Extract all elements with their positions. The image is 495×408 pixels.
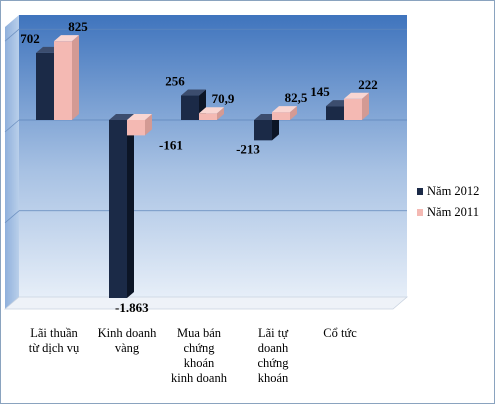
- bar-side: [72, 35, 79, 120]
- legend: Năm 2012 Năm 2011: [417, 184, 479, 219]
- bar-front: [54, 41, 72, 120]
- category-label: Lãi thuần từ dịch vụ: [29, 326, 80, 355]
- category-label-line: Kinh doanh: [98, 326, 157, 340]
- category-label-line: kinh doanh: [171, 371, 228, 385]
- bars-layer: [36, 35, 369, 298]
- bar-side: [272, 114, 279, 141]
- bar-front: [344, 98, 362, 120]
- data-label: 256: [165, 74, 185, 89]
- legend-label-2011: Năm 2011: [427, 205, 479, 219]
- data-label: 702: [20, 31, 40, 46]
- bar-2012-1: [109, 114, 134, 298]
- category-label: Kinh doanh vàng: [98, 326, 157, 355]
- category-label-line: khoán: [258, 371, 289, 385]
- category-label: Lãi tự doanh chứng khoán: [257, 326, 289, 385]
- legend-swatch-2012: [417, 188, 423, 195]
- category-label-line: Lãi thuần: [30, 326, 78, 340]
- bar-2011-3: [272, 106, 297, 120]
- bar-top: [272, 106, 297, 113]
- legend-item-2012: Năm 2012: [417, 184, 479, 198]
- category-label-line: Cổ tức: [323, 326, 357, 340]
- bar-front: [326, 106, 344, 120]
- bar-front: [254, 120, 272, 141]
- legend-swatch-2011: [417, 209, 423, 216]
- data-label: -1.863: [115, 300, 149, 315]
- bar-top: [127, 114, 152, 120]
- category-label-line: chứng: [257, 356, 289, 370]
- gridline-side: [4, 210, 20, 224]
- category-label: Cổ tức: [323, 326, 357, 340]
- category-labels: Lãi thuần từ dịch vụ Kinh doanh vàng Mua bán…: [29, 326, 357, 385]
- legend-label-2012: Năm 2012: [427, 184, 479, 198]
- data-label: -213: [236, 141, 260, 156]
- bar-front: [181, 95, 199, 120]
- gridline-side: [4, 119, 20, 133]
- bar-top: [54, 35, 79, 42]
- data-label: 82,5: [285, 90, 308, 105]
- category-label-line: Lãi tự: [258, 326, 289, 340]
- bar-side: [362, 92, 369, 120]
- bar-front: [36, 52, 54, 120]
- bar-side: [217, 107, 224, 120]
- bar-2011-1: [127, 114, 152, 136]
- plot-back-wall: [19, 15, 407, 297]
- data-label: -161: [159, 137, 183, 152]
- bar-top: [344, 92, 369, 99]
- category-label-line: Mua bán: [177, 326, 222, 340]
- bar-top: [199, 107, 224, 114]
- bar-front: [127, 120, 145, 136]
- data-label: 145: [310, 84, 330, 99]
- gridline-side: [4, 28, 20, 42]
- bar-top: [181, 89, 206, 96]
- category-label-line: vàng: [115, 341, 140, 355]
- bar-2011-2: [199, 107, 224, 120]
- bar-front: [109, 120, 127, 298]
- plot-floor: [3, 296, 409, 310]
- bar-front: [199, 113, 217, 120]
- legend-item-2011: Năm 2011: [417, 205, 479, 219]
- bar-side: [145, 114, 152, 136]
- bar-side: [127, 114, 134, 298]
- category-label-line: chứng: [183, 341, 215, 355]
- data-label: 222: [358, 77, 378, 92]
- category-label-line: khoán: [184, 356, 215, 370]
- bar-front: [272, 112, 290, 120]
- data-label: 70,9: [212, 91, 235, 106]
- data-label: 825: [68, 19, 88, 34]
- bar-2011-0: [54, 35, 79, 120]
- value-labels: 702 -1.863 256 -213 145 825 -161 70,9 82,5 222: [20, 19, 378, 315]
- category-label-line: doanh: [258, 341, 289, 355]
- plot-side-wall: [5, 15, 19, 309]
- bar-2011-4: [344, 92, 369, 120]
- bar-side: [290, 106, 297, 120]
- bar-top: [109, 114, 134, 120]
- category-label: Mua bán chứng khoán kinh doanh: [171, 326, 228, 385]
- category-label-line: từ dịch vụ: [29, 341, 80, 355]
